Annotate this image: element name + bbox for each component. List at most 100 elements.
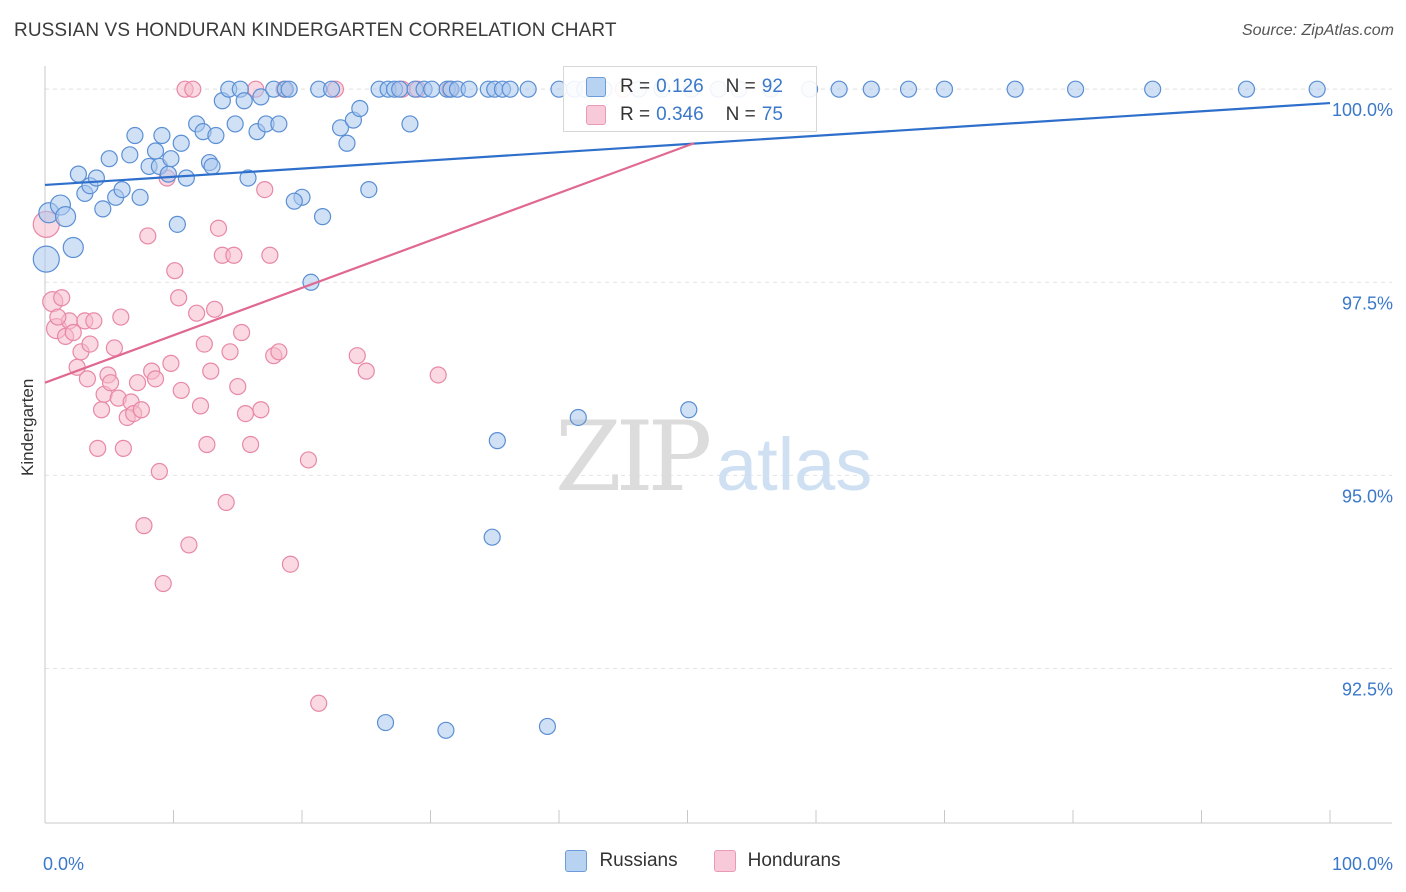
- russian-point: [226, 115, 244, 133]
- honduran-point: [172, 381, 190, 400]
- russian-point: [1066, 80, 1085, 98]
- russian-point: [177, 169, 195, 187]
- honduran-point: [89, 439, 107, 457]
- series-hondurans: [32, 80, 632, 712]
- honduran-point: [198, 435, 216, 454]
- honduran-point: [233, 323, 251, 342]
- russian-point: [1308, 80, 1326, 98]
- legend-item-hondurans[interactable]: Hondurans: [713, 850, 841, 872]
- honduran-point: [225, 246, 243, 264]
- honduran-point: [162, 354, 180, 372]
- russian-point: [501, 80, 519, 98]
- russian-point: [899, 80, 918, 98]
- honduran-point: [154, 574, 172, 593]
- honduran-point: [281, 555, 300, 573]
- legend-swatch-russians: [565, 850, 588, 872]
- honduran-point: [348, 347, 366, 365]
- series-russians: [32, 80, 1326, 739]
- legend-r-value: 0.126: [656, 76, 704, 97]
- trend-lines: [44, 101, 1331, 384]
- legend-label-russians: Russians: [599, 850, 678, 871]
- russian-point: [252, 88, 270, 106]
- honduran-point: [49, 308, 67, 326]
- honduran-point: [299, 451, 318, 469]
- russian-point: [862, 80, 880, 98]
- honduran-point: [242, 435, 260, 454]
- russian-point: [239, 169, 257, 187]
- legend-item-russians[interactable]: Russians: [565, 850, 678, 872]
- honduran-point: [184, 80, 202, 98]
- honduran-point: [188, 304, 206, 322]
- russian-point: [376, 713, 395, 732]
- russian-point: [519, 80, 537, 98]
- russian-point: [131, 188, 149, 206]
- honduran-point: [81, 335, 99, 353]
- honduran-point: [221, 343, 239, 361]
- honduran-point: [310, 694, 328, 712]
- russian-point: [172, 134, 190, 152]
- y-tick-label: 97.5%: [1342, 293, 1393, 313]
- russian-point: [401, 115, 419, 133]
- russian-point: [488, 432, 506, 450]
- source-label: Source: ZipAtlas.com: [1241, 22, 1394, 39]
- honduran-point: [429, 366, 447, 384]
- legend-row-russians: R = 0.126 N = 92: [586, 72, 783, 102]
- honduran-point: [191, 397, 210, 415]
- russian-point: [351, 99, 369, 118]
- russian-point: [168, 215, 186, 233]
- honduran-point: [128, 374, 147, 392]
- russian-point: [153, 126, 171, 145]
- russian-point: [437, 721, 455, 739]
- honduran-point: [150, 462, 168, 481]
- russian-point: [32, 245, 60, 273]
- tick-labels: 100.0% 97.5% 95.0% 92.5% 0.0% 100.0%: [43, 100, 1393, 874]
- russian-point: [322, 80, 341, 98]
- honduran-point: [261, 246, 279, 264]
- legend-row-hondurans: R = 0.346 N = 75: [586, 100, 783, 130]
- russian-point: [146, 142, 165, 160]
- russian-point: [460, 80, 478, 98]
- legend-n-value: 75: [761, 104, 783, 125]
- russian-point: [100, 150, 118, 168]
- honduran-point: [101, 374, 120, 392]
- russian-point: [331, 119, 350, 137]
- honduran-point: [135, 517, 153, 535]
- russian-point: [830, 80, 848, 98]
- honduran-point: [146, 370, 165, 388]
- y-tick-label: 92.5%: [1342, 680, 1393, 700]
- honduran-point: [64, 323, 82, 342]
- legend-n-label: N =: [725, 104, 756, 125]
- honduran-point: [229, 377, 247, 396]
- russian-point: [207, 126, 225, 145]
- honduran-point: [270, 343, 288, 361]
- russian-point: [935, 80, 954, 98]
- russian-point: [121, 146, 139, 164]
- russian-point: [423, 80, 441, 98]
- legend-r-value: 0.346: [656, 104, 704, 125]
- russians-trend-line: [44, 101, 1331, 187]
- honduran-point: [195, 335, 213, 353]
- russian-point: [126, 126, 144, 145]
- chart-title: RUSSIAN VS HONDURAN KINDERGARTEN CORRELA…: [14, 20, 617, 41]
- russian-point: [313, 208, 332, 226]
- y-tick-label: 95.0%: [1342, 486, 1393, 506]
- honduran-point: [78, 370, 97, 388]
- russian-point: [270, 115, 288, 133]
- honduran-point: [217, 493, 235, 512]
- honduran-point: [357, 362, 375, 380]
- legend-label-hondurans: Hondurans: [747, 850, 841, 871]
- axes: [44, 66, 1392, 824]
- honduran-point: [114, 439, 132, 457]
- russian-point: [680, 401, 698, 419]
- honduran-point: [92, 401, 111, 419]
- legend-n-value: 92: [761, 76, 783, 97]
- honduran-point: [170, 289, 188, 307]
- russian-point: [87, 169, 106, 187]
- legend-swatch-hondurans: [713, 850, 736, 872]
- honduran-point: [252, 401, 270, 419]
- russian-point: [162, 150, 180, 168]
- honduran-point: [166, 262, 184, 280]
- hondurans-trend-line: [44, 142, 695, 384]
- honduran-point: [132, 401, 150, 419]
- honduran-point: [112, 308, 130, 326]
